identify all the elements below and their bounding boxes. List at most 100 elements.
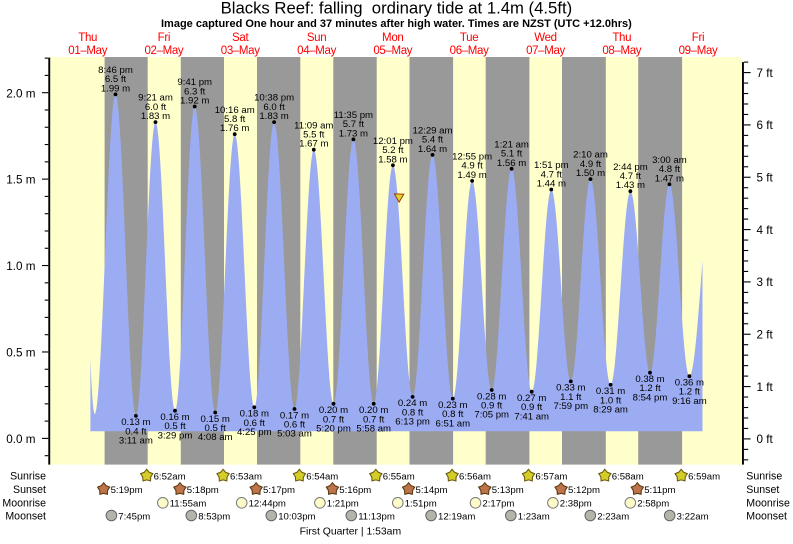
svg-text:0.0 m: 0.0 m bbox=[6, 433, 35, 446]
svg-text:1.0 ft: 1.0 ft bbox=[600, 395, 622, 406]
svg-text:8:54 pm: 8:54 pm bbox=[633, 392, 668, 403]
svg-text:Fri: Fri bbox=[692, 32, 705, 44]
svg-text:7:41 am: 7:41 am bbox=[514, 411, 549, 422]
svg-text:5.5 ft: 5.5 ft bbox=[303, 130, 325, 141]
svg-text:6 ft: 6 ft bbox=[757, 119, 774, 132]
svg-text:1:51pm: 1:51pm bbox=[405, 499, 437, 510]
svg-text:07–May: 07–May bbox=[526, 45, 565, 57]
svg-text:5:20 pm: 5:20 pm bbox=[316, 424, 351, 435]
svg-text:4:08 am: 4:08 am bbox=[198, 432, 233, 443]
svg-text:11:35 pm: 11:35 pm bbox=[334, 110, 373, 121]
svg-text:5:11pm: 5:11pm bbox=[644, 485, 675, 496]
svg-text:6:13 pm: 6:13 pm bbox=[395, 417, 430, 428]
svg-text:5.2 ft: 5.2 ft bbox=[382, 145, 404, 156]
svg-text:1.47 m: 1.47 m bbox=[655, 173, 684, 184]
svg-text:2:58pm: 2:58pm bbox=[637, 499, 669, 510]
svg-text:0.4 ft: 0.4 ft bbox=[125, 426, 147, 437]
svg-text:Fri: Fri bbox=[158, 32, 171, 44]
svg-text:3 ft: 3 ft bbox=[757, 276, 774, 289]
svg-text:1.1 ft: 1.1 ft bbox=[560, 392, 582, 403]
svg-text:3:00 am: 3:00 am bbox=[652, 155, 687, 166]
svg-text:11:55am: 11:55am bbox=[170, 499, 207, 510]
svg-text:2:23am: 2:23am bbox=[597, 511, 629, 522]
svg-text:Image captured One hour and 37: Image captured One hour and 37 minutes a… bbox=[161, 18, 632, 30]
svg-text:Sunset: Sunset bbox=[746, 484, 779, 496]
svg-text:Sun: Sun bbox=[307, 32, 327, 44]
svg-text:12:55 pm: 12:55 pm bbox=[452, 152, 492, 163]
svg-text:2:44 pm: 2:44 pm bbox=[613, 162, 648, 173]
svg-text:1.99 m: 1.99 m bbox=[101, 83, 130, 94]
svg-text:12:29 am: 12:29 am bbox=[412, 126, 452, 137]
svg-text:6:57am: 6:57am bbox=[535, 472, 567, 483]
svg-text:5:12pm: 5:12pm bbox=[568, 485, 600, 496]
svg-text:1:51 pm: 1:51 pm bbox=[534, 160, 569, 171]
svg-text:0.23 m: 0.23 m bbox=[438, 400, 467, 411]
svg-text:4.9 ft: 4.9 ft bbox=[461, 161, 483, 172]
svg-text:5:16pm: 5:16pm bbox=[339, 485, 371, 496]
svg-text:Thu: Thu bbox=[78, 32, 97, 44]
svg-text:7:45pm: 7:45pm bbox=[118, 511, 150, 522]
svg-text:1.2 ft: 1.2 ft bbox=[679, 387, 701, 398]
svg-text:0.9 ft: 0.9 ft bbox=[481, 401, 503, 412]
svg-text:6.5 ft: 6.5 ft bbox=[105, 74, 127, 85]
svg-text:Sunrise: Sunrise bbox=[746, 471, 782, 483]
svg-text:Thu: Thu bbox=[612, 32, 631, 44]
svg-text:Moonrise: Moonrise bbox=[746, 498, 790, 510]
svg-text:4.9 ft: 4.9 ft bbox=[580, 159, 602, 170]
svg-text:1.58 m: 1.58 m bbox=[378, 154, 407, 165]
svg-text:6:51 am: 6:51 am bbox=[435, 418, 470, 429]
svg-text:05–May: 05–May bbox=[373, 45, 412, 57]
svg-text:1.43 m: 1.43 m bbox=[616, 180, 645, 191]
svg-text:04–May: 04–May bbox=[297, 45, 336, 57]
svg-text:1.92 m: 1.92 m bbox=[180, 96, 209, 107]
svg-text:7:05 pm: 7:05 pm bbox=[474, 410, 509, 421]
svg-text:0.9 ft: 0.9 ft bbox=[521, 402, 543, 413]
svg-text:1.50 m: 1.50 m bbox=[576, 168, 605, 179]
svg-text:6:53am: 6:53am bbox=[230, 472, 262, 483]
svg-text:Sunrise: Sunrise bbox=[10, 471, 46, 483]
svg-text:1.44 m: 1.44 m bbox=[537, 179, 566, 190]
svg-text:0.17 m: 0.17 m bbox=[280, 410, 309, 421]
svg-text:4 ft: 4 ft bbox=[757, 224, 774, 237]
svg-text:4:25 pm: 4:25 pm bbox=[237, 427, 272, 438]
svg-text:2:38pm: 2:38pm bbox=[560, 499, 592, 510]
svg-text:Blacks Reef: falling ordinary: Blacks Reef: falling ordinary tide at 1.… bbox=[221, 0, 573, 17]
svg-text:1:21 am: 1:21 am bbox=[494, 139, 529, 150]
svg-text:3:29 pm: 3:29 pm bbox=[158, 430, 193, 441]
svg-text:7 ft: 7 ft bbox=[757, 67, 774, 80]
svg-text:0.6 ft: 0.6 ft bbox=[244, 418, 266, 429]
svg-text:3:22am: 3:22am bbox=[677, 511, 709, 522]
svg-text:2.0 m: 2.0 m bbox=[6, 87, 35, 100]
svg-text:0.28 m: 0.28 m bbox=[477, 391, 506, 402]
svg-text:6:56am: 6:56am bbox=[459, 472, 491, 483]
svg-text:6:58am: 6:58am bbox=[612, 472, 644, 483]
svg-text:0.7 ft: 0.7 ft bbox=[323, 414, 345, 425]
svg-text:1.5 m: 1.5 m bbox=[6, 174, 35, 187]
svg-text:12:01 pm: 12:01 pm bbox=[373, 136, 413, 147]
svg-text:0 ft: 0 ft bbox=[757, 433, 774, 446]
svg-text:0.16 m: 0.16 m bbox=[160, 412, 189, 423]
svg-text:5:19pm: 5:19pm bbox=[111, 485, 143, 496]
svg-text:8:53pm: 8:53pm bbox=[198, 511, 230, 522]
svg-text:1 ft: 1 ft bbox=[757, 381, 774, 394]
svg-text:5.8 ft: 5.8 ft bbox=[224, 114, 246, 125]
svg-text:0.15 m: 0.15 m bbox=[201, 414, 230, 425]
svg-text:11:13pm: 11:13pm bbox=[358, 511, 395, 522]
svg-text:6:54am: 6:54am bbox=[306, 472, 338, 483]
svg-text:06–May: 06–May bbox=[450, 45, 489, 57]
svg-text:1.64 m: 1.64 m bbox=[418, 144, 447, 155]
svg-text:1.73 m: 1.73 m bbox=[339, 128, 368, 139]
svg-text:4.7 ft: 4.7 ft bbox=[541, 169, 563, 180]
svg-text:6:59am: 6:59am bbox=[688, 472, 720, 483]
svg-text:0.8 ft: 0.8 ft bbox=[402, 407, 424, 418]
svg-text:0.5 ft: 0.5 ft bbox=[205, 423, 227, 434]
svg-text:0.18 m: 0.18 m bbox=[240, 409, 269, 420]
svg-text:Wed: Wed bbox=[534, 32, 557, 44]
svg-text:10:03pm: 10:03pm bbox=[278, 511, 315, 522]
svg-text:Tue: Tue bbox=[460, 32, 479, 44]
svg-text:1.76 m: 1.76 m bbox=[220, 123, 249, 134]
svg-text:Sat: Sat bbox=[232, 32, 249, 44]
svg-text:5:17pm: 5:17pm bbox=[263, 485, 295, 496]
svg-text:1:23am: 1:23am bbox=[518, 511, 550, 522]
svg-text:0.5 m: 0.5 m bbox=[6, 347, 35, 360]
